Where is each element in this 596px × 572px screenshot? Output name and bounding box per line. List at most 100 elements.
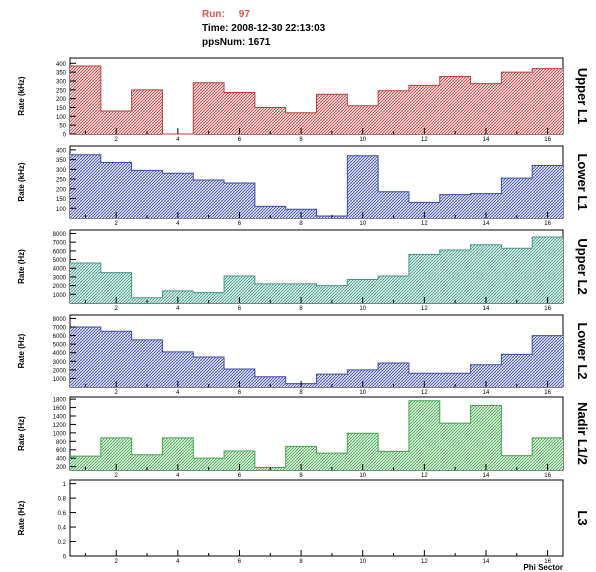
bar-sector-3: [131, 170, 163, 218]
x-tick-label: 14: [483, 137, 490, 143]
y-tick-label: 7000: [53, 241, 67, 247]
bar-sector-15: [501, 248, 533, 303]
bar-sector-16: [532, 68, 563, 134]
y-tick-label: 200: [56, 465, 67, 471]
y-tick-label: 1400: [53, 414, 67, 420]
bar-sector-5: [193, 82, 225, 134]
bar-sector-10: [347, 369, 379, 387]
x-tick-label: 6: [238, 306, 242, 312]
y-tick-label: 350: [56, 158, 67, 164]
bar-sector-12: [408, 400, 440, 470]
bar-sector-7: [254, 376, 286, 387]
y-tick-label: 300: [56, 168, 67, 174]
x-tick-label: 10: [359, 221, 366, 227]
bar-sector-1: [70, 327, 101, 387]
bar-sector-6: [224, 92, 255, 134]
bar-sector-8: [285, 283, 317, 303]
pps-label: ppsNum:: [202, 37, 246, 48]
y-tick-label: 8000: [53, 317, 67, 323]
panel-title: Lower L1: [575, 153, 590, 210]
x-axis-label: Phi Sector: [523, 563, 563, 572]
y-tick-label: 50: [59, 124, 66, 130]
y-axis-label: Rate (kHz): [17, 162, 26, 201]
y-tick-label: 100: [56, 115, 67, 121]
y-tick-label: 8000: [53, 232, 67, 238]
panel-4: 1000 2000 3000 4000 5000 6000 7000 8000 2 4 6 8 10 12…: [17, 314, 590, 396]
x-tick-label: 10: [359, 559, 366, 565]
bar-sector-2: [100, 111, 132, 134]
bar-sector-6: [224, 451, 255, 470]
x-tick-label: 10: [359, 473, 366, 479]
bar-sector-15: [501, 178, 533, 218]
bar-sector-4: [162, 290, 194, 303]
bar-sector-11: [378, 191, 409, 218]
time-label: Time:: [202, 23, 229, 34]
x-tick-label: 12: [421, 306, 428, 312]
y-tick-label: 1200: [53, 423, 67, 429]
y-tick-label: 400: [56, 62, 67, 68]
bar-sector-8: [285, 446, 317, 470]
y-tick-label: 1000: [53, 377, 67, 383]
x-tick-label: 10: [359, 137, 366, 143]
bar-sector-13: [439, 249, 471, 303]
bar-sector-16: [532, 165, 563, 218]
bar-sector-13: [439, 423, 471, 470]
bar-sector-3: [131, 89, 163, 134]
x-tick-label: 10: [359, 306, 366, 312]
x-tick-label: 2: [115, 473, 119, 479]
x-tick-label: 10: [359, 390, 366, 396]
y-tick-label: 6000: [53, 334, 67, 340]
x-tick-label: 2: [115, 390, 119, 396]
y-tick-label: 1: [63, 482, 67, 488]
y-tick-label: 200: [56, 187, 67, 193]
panel-title: Lower L2: [575, 322, 590, 379]
bar-sector-11: [378, 90, 409, 134]
bar-sector-13: [439, 76, 471, 134]
bar-sector-16: [532, 236, 563, 303]
bar-sector-15: [501, 72, 533, 134]
x-tick-label: 14: [483, 390, 490, 396]
y-tick-label: 0: [63, 133, 67, 139]
x-tick-label: 4: [176, 221, 180, 227]
y-tick-label: 1000: [53, 293, 67, 299]
bar-sector-9: [316, 94, 348, 134]
bar-sector-4: [162, 173, 194, 218]
y-tick-label: 6000: [53, 249, 67, 255]
y-tick-label: 250: [56, 88, 67, 94]
panel-title: Nadir L1/2: [575, 402, 590, 465]
bar-sector-3: [131, 454, 163, 470]
panel-5: 200 400 600 800 1000 1200 1400 1600 1800 2 4 6 8 10 12…: [17, 396, 590, 479]
bar-sector-16: [532, 335, 563, 387]
y-axis-label: Rate (Hz): [17, 333, 26, 368]
x-tick-label: 16: [544, 559, 551, 565]
x-tick-label: 16: [544, 137, 551, 143]
y-axis-label: Rate (Hz): [17, 416, 26, 451]
pps-value: 1671: [248, 37, 271, 48]
y-tick-label: 150: [56, 106, 67, 112]
y-tick-label: 7000: [53, 326, 67, 332]
run-label: Run:: [202, 9, 225, 20]
x-tick-label: 12: [421, 473, 428, 479]
x-tick-label: 12: [421, 559, 428, 565]
bar-sector-1: [70, 154, 101, 218]
x-tick-label: 16: [544, 306, 551, 312]
y-tick-label: 5000: [53, 343, 67, 349]
x-tick-label: 8: [299, 473, 303, 479]
x-tick-label: 14: [483, 306, 490, 312]
x-tick-label: 4: [176, 306, 180, 312]
bar-sector-7: [254, 107, 286, 134]
bar-sector-14: [470, 83, 502, 134]
y-tick-label: 1000: [53, 431, 67, 437]
y-axis-label: Rate (kHz): [17, 76, 26, 115]
x-tick-label: 8: [299, 306, 303, 312]
y-tick-label: 400: [56, 148, 67, 154]
panel-3: 1000 2000 3000 4000 5000 6000 7000 8000 2 4 6 8 10 12…: [17, 229, 590, 312]
y-tick-label: 100: [56, 207, 67, 213]
bar-sector-11: [378, 276, 409, 303]
y-tick-label: 5000: [53, 258, 67, 264]
x-tick-label: 12: [421, 221, 428, 227]
bar-sector-7: [254, 283, 286, 303]
bar-sector-6: [224, 369, 255, 387]
x-tick-label: 6: [238, 390, 242, 396]
